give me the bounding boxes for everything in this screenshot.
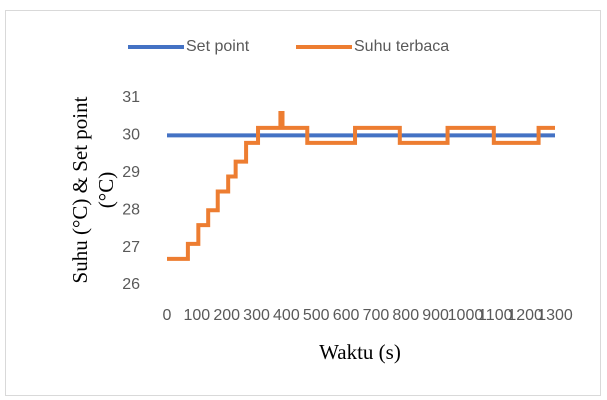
y-tick-label: 27 <box>122 239 140 256</box>
y-axis-title: Suhu (°C) & Set point <box>68 96 92 283</box>
x-tick-label: 500 <box>303 307 330 324</box>
x-tick-label: 1200 <box>507 307 543 324</box>
line-series <box>167 110 555 261</box>
x-tick-label: 300 <box>243 307 270 324</box>
x-tick-label: 800 <box>392 307 419 324</box>
x-axis-title: Waktu (s) <box>319 340 401 364</box>
legend-label: Set point <box>186 38 250 55</box>
y-tick-label: 30 <box>122 127 140 144</box>
x-tick-label: 400 <box>273 307 300 324</box>
chart-border <box>5 10 601 396</box>
y-axis-title: (°C) <box>94 172 118 208</box>
y-tick-label: 31 <box>122 89 140 106</box>
y-tick-label: 26 <box>122 276 140 293</box>
y-tick-label: 28 <box>122 201 140 218</box>
x-tick-label: 1300 <box>537 307 573 324</box>
x-tick-label: 900 <box>422 307 449 324</box>
x-tick-label: 0 <box>163 307 172 324</box>
y-tick-label: 29 <box>122 164 140 181</box>
x-tick-label: 600 <box>333 307 360 324</box>
x-tick-label: 1100 <box>478 307 513 324</box>
x-tick-label: 200 <box>213 307 240 324</box>
x-tick-label: 100 <box>183 307 210 324</box>
x-tick-label: 700 <box>363 307 390 324</box>
legend-label: Suhu terbaca <box>354 38 449 55</box>
x-tick-label: 1000 <box>448 307 484 324</box>
